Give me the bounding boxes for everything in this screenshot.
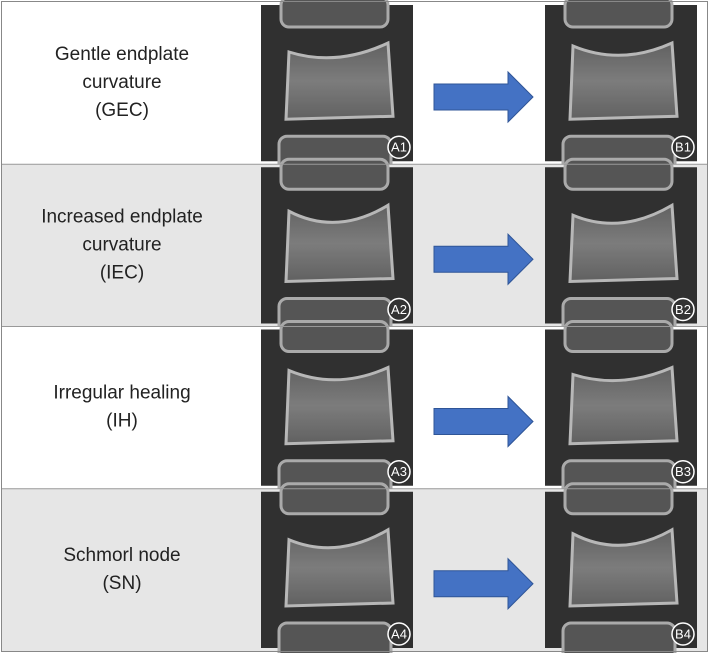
panel-label: A2 [391, 302, 407, 317]
vertebra-below [277, 621, 393, 653]
panel-badge [387, 622, 411, 646]
vertebra [284, 365, 395, 446]
vertebra-above [279, 0, 390, 29]
vertebra [568, 40, 679, 121]
arrow [433, 557, 534, 610]
row-label: (SN) [102, 573, 141, 594]
row-label: (GEC) [95, 100, 149, 121]
panel-badge [671, 622, 695, 646]
arrow [433, 233, 534, 286]
row-label: curvature [82, 234, 161, 255]
vertebra [284, 527, 395, 608]
vertebra-above [563, 0, 674, 29]
row-label: Gentle endplate [55, 44, 189, 65]
panel-label: B1 [675, 140, 691, 155]
vertebra-above [563, 482, 674, 516]
panel-badge [671, 460, 695, 484]
row-label: Irregular healing [53, 383, 190, 404]
vertebra [284, 40, 395, 121]
vertebra [568, 527, 679, 608]
panel-badge [671, 135, 695, 159]
panel-label: A1 [391, 140, 407, 155]
panel-label: B4 [675, 626, 691, 641]
arrow [433, 395, 534, 448]
vertebra-above [279, 320, 390, 353]
panel-badge [387, 135, 411, 159]
row-label: (IEC) [100, 262, 144, 283]
row-label: Schmorl node [63, 545, 180, 566]
panel-label: B3 [675, 464, 691, 479]
panel-badge [387, 297, 411, 322]
row-label: Increased endplate [41, 206, 203, 227]
vertebra [568, 365, 679, 446]
panel-badge [387, 460, 411, 484]
panel-badge [671, 297, 695, 322]
panel-label: A3 [391, 464, 407, 479]
panel-label: B2 [675, 302, 691, 317]
vertebra-below [561, 621, 677, 653]
vertebra [568, 202, 679, 284]
vertebra-above [279, 157, 390, 191]
vertebra-above [279, 482, 390, 516]
image-clip-edge [544, 648, 698, 653]
vertebra-above [563, 157, 674, 191]
image-clip-edge [260, 648, 414, 653]
vertebra [284, 202, 395, 284]
panel-label: A4 [391, 626, 407, 641]
row-label: curvature [82, 72, 161, 93]
arrow [433, 70, 534, 124]
row-label: (IH) [106, 411, 138, 432]
vertebra-above [563, 320, 674, 353]
